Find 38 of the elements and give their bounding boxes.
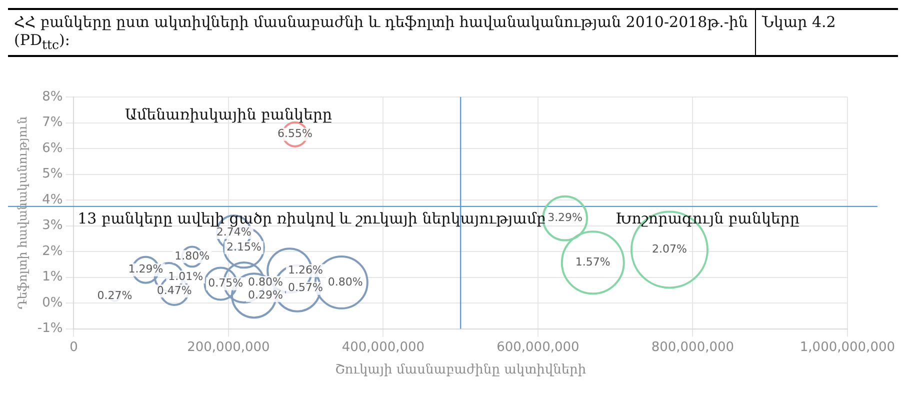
y-axis-title: Դեֆոլտի հավանականություն (15, 116, 30, 310)
data-label: 3.29% (548, 211, 583, 224)
x-axis-title: Շուկայի մասնաբաժինը ակտիվների (334, 362, 586, 378)
x-tick-label: 800,000,000 (651, 340, 734, 355)
data-label: 0.57% (288, 281, 323, 294)
y-tick-label: 6% (42, 140, 63, 156)
x-tick-label: 200,000,000 (187, 340, 270, 355)
y-tick-label: 7% (42, 115, 63, 130)
y-tick-label: 2% (42, 244, 63, 259)
x-tick-label: 1,000,000,000 (800, 340, 895, 355)
annotation: Խոշորագույն բանկերը (615, 210, 800, 228)
y-tick-label: -1% (37, 321, 63, 336)
y-tick-label: 5% (42, 166, 63, 182)
annotation: Ամենառիսկային բանկերը (124, 105, 333, 124)
y-tick-label: 3% (42, 218, 63, 234)
data-label: 1.26% (288, 263, 323, 276)
y-tick-label: 0% (42, 295, 63, 310)
x-tick-label: 0 (70, 340, 78, 355)
data-label: 2.07% (652, 242, 687, 256)
y-tick-label: 1% (42, 270, 63, 285)
chart-title: ՀՀ բանկերը ըստ ակտիվների մասնաբաժնի և դեֆոլտի հավանականության 2010-2018թ.-ին (PD$_{ttc}$): (8, 9, 756, 56)
data-label: 0.80% (248, 275, 283, 288)
y-tick-label: 4% (42, 192, 63, 208)
data-label: 6.55% (278, 127, 312, 140)
data-label: 0.29% (248, 288, 283, 302)
data-label: 0.27% (97, 288, 132, 302)
data-label: 0.80% (328, 275, 363, 288)
data-label: 1.01% (168, 270, 204, 283)
data-label: 0.75% (208, 276, 244, 290)
x-tick-label: 600,000,000 (496, 340, 580, 355)
data-label: 1.57% (575, 255, 610, 268)
chart-subtitle: Նկար 4.2 (760, 12, 837, 33)
data-label: 0.47% (156, 284, 192, 297)
data-label: 1.29% (128, 262, 164, 276)
x-tick-label: 400,000,000 (342, 340, 425, 355)
y-tick-label: 8% (42, 89, 63, 104)
data-label: 2.15% (226, 240, 262, 254)
data-label: 1.80% (174, 250, 210, 263)
